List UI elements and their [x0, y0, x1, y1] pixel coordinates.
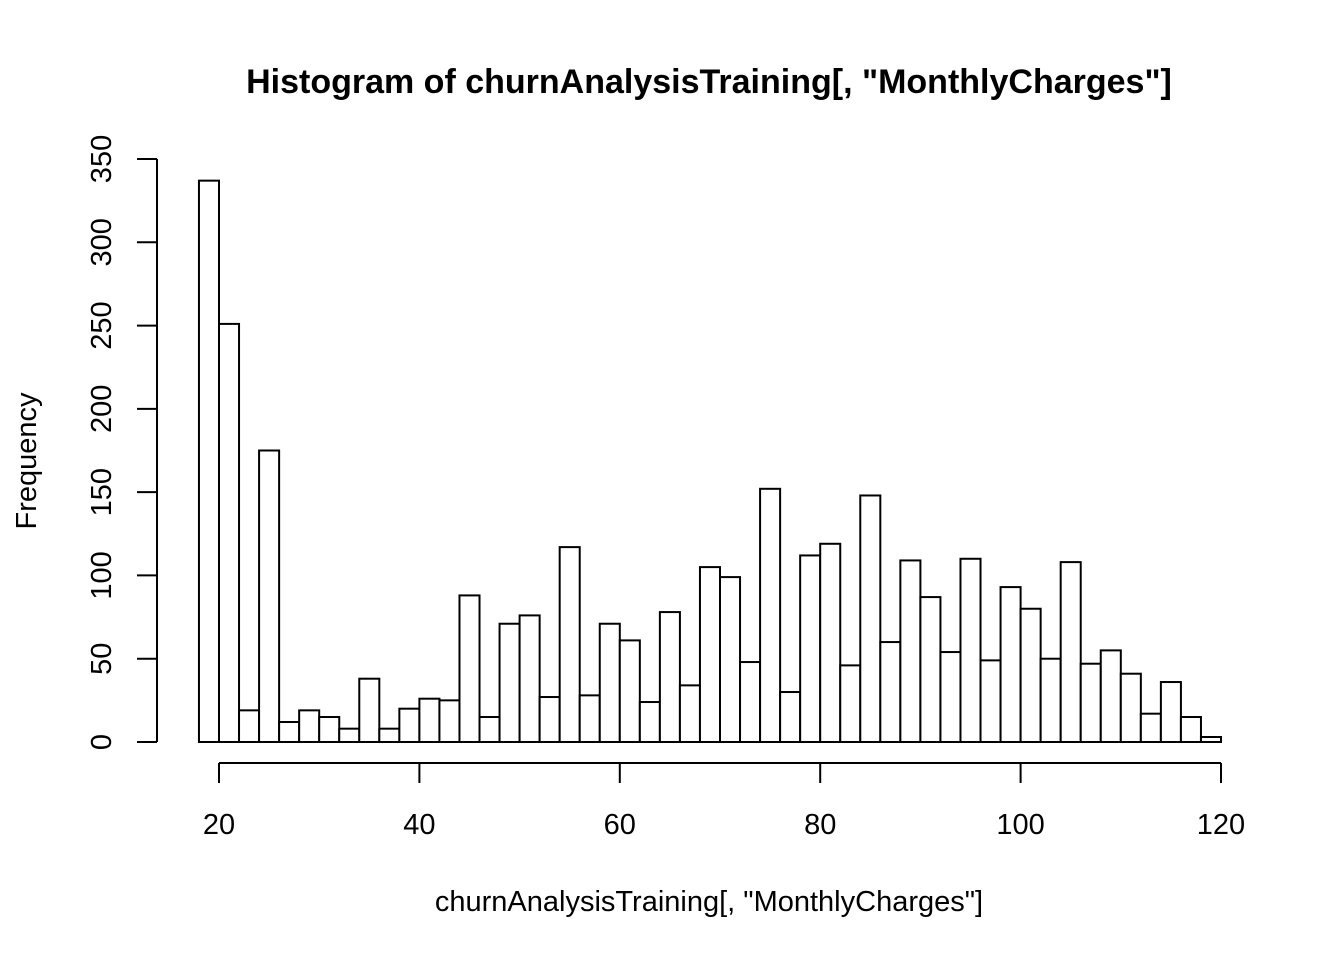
histogram-bar [719, 576, 742, 744]
y-tick-label: 250 [86, 301, 118, 349]
histogram-bar [258, 449, 281, 743]
histogram-bar [418, 697, 441, 743]
y-tick-label: 150 [86, 468, 118, 516]
histogram-bar [358, 677, 381, 744]
histogram-bar [678, 684, 701, 744]
histogram-bar [859, 494, 882, 743]
x-tick-label: 80 [804, 809, 836, 841]
histogram-bar [538, 696, 561, 743]
histogram-bar [618, 639, 641, 743]
histogram-bar [999, 586, 1022, 743]
y-tick-label: 200 [86, 385, 118, 433]
histogram-bar [1199, 736, 1222, 744]
x-tick-label: 120 [1197, 809, 1245, 841]
histogram-bar [1019, 607, 1042, 743]
histogram-bar [478, 716, 501, 743]
histogram-bar [278, 721, 301, 743]
histogram-bar [338, 727, 361, 743]
histogram-bar [779, 691, 802, 743]
histogram-bar [558, 546, 581, 744]
histogram-bar [739, 661, 762, 743]
y-tick-label: 0 [86, 734, 118, 750]
histogram-bar [1159, 681, 1182, 744]
histogram-bar [197, 179, 221, 743]
histogram-bar [919, 596, 942, 744]
histogram-bar [879, 641, 902, 743]
x-tick-label: 100 [996, 809, 1044, 841]
y-tick-label: 300 [86, 218, 118, 266]
histogram-bars [197, 179, 1222, 744]
histogram-bar [839, 664, 862, 743]
histogram-bar [658, 611, 681, 743]
x-axis-label: churnAnalysisTraining[, "MonthlyCharges"… [435, 886, 983, 918]
y-tick-label: 50 [86, 643, 118, 675]
histogram-bar [438, 699, 461, 743]
histogram-bar [378, 727, 401, 743]
histogram-bar [1039, 657, 1062, 744]
y-axis-label: Frequency [11, 392, 43, 530]
chart-title: Histogram of churnAnalysisTraining[, "Mo… [246, 63, 1172, 101]
histogram-bar [698, 566, 722, 743]
y-tick-label: 100 [86, 551, 118, 599]
histogram-bar [1099, 649, 1122, 744]
histogram-bar [1119, 672, 1142, 743]
histogram-bar [498, 622, 521, 744]
histogram-bar [318, 716, 341, 743]
x-axis: 20 40 60 80 100 120 [203, 762, 1245, 841]
histogram-bar [1059, 561, 1082, 743]
histogram-bar [1139, 712, 1162, 744]
histogram-bar [458, 594, 481, 743]
histogram-bar [899, 559, 922, 743]
histogram-bar [598, 622, 621, 744]
histogram-bar [218, 322, 241, 743]
x-tick-label: 20 [203, 809, 235, 841]
histogram-bar [939, 651, 962, 744]
y-axis: 0 50 100 150 200 250 300 350 [86, 135, 158, 750]
y-tick-label: 350 [86, 135, 118, 183]
histogram-bar [238, 709, 261, 744]
histogram-bar [819, 542, 842, 744]
histogram-bar [979, 659, 1002, 744]
histogram-bar [398, 707, 421, 744]
x-tick-label: 60 [604, 809, 636, 841]
histogram-bar [759, 487, 782, 743]
histogram-bar [298, 709, 321, 744]
x-tick-label: 40 [403, 809, 435, 841]
histogram-bar [959, 557, 982, 743]
histogram-bar [1179, 716, 1202, 743]
histogram-bar [638, 701, 661, 743]
histogram-bar [799, 554, 822, 743]
histogram-bar [578, 694, 601, 743]
histogram-bar [1079, 662, 1102, 743]
histogram-bar [518, 614, 541, 743]
